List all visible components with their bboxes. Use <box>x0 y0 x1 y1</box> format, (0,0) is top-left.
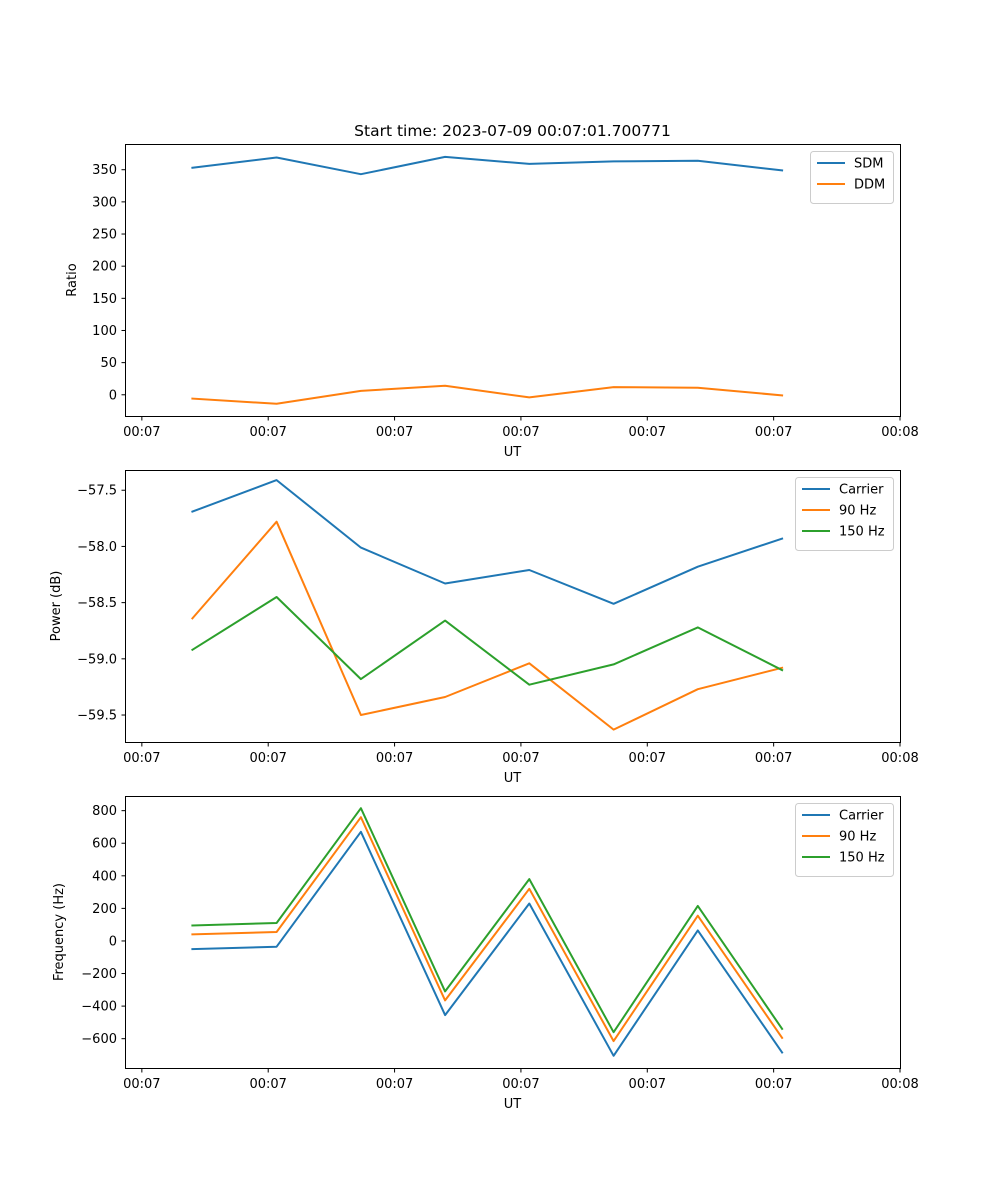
legend-box <box>795 477 894 551</box>
legend-label: DDM <box>854 178 885 193</box>
y-tick-label: 350 <box>92 163 117 178</box>
y-tick-label: −200 <box>81 967 117 982</box>
y-tick-label: 200 <box>92 260 117 275</box>
x-tick-label: 00:08 <box>881 425 918 440</box>
series-line-carrier <box>191 479 784 605</box>
series-line-90-hz <box>190 520 784 731</box>
y-tick-label: −600 <box>81 1032 117 1047</box>
legend: Carrier 90 Hz 150 Hz <box>795 477 894 551</box>
legend-label: SDM <box>854 157 883 172</box>
x-tick-label: 00:07 <box>629 425 666 440</box>
legend-label: Carrier <box>839 483 884 498</box>
x-tick-label: 00:07 <box>123 751 160 766</box>
subplot-2: 00:07 00:07 00:07 00:07 00:07 00:07 00:08 −59.5… <box>49 470 919 786</box>
legend: Carrier 90 Hz 150 Hz <box>795 803 894 877</box>
y-axis-label: Frequency (Hz) <box>52 883 67 981</box>
series-line-sdm <box>191 155 784 176</box>
x-tick-label: 00:07 <box>629 751 666 766</box>
x-tick-label: 00:07 <box>755 425 792 440</box>
x-tick-label: 00:07 <box>249 751 286 766</box>
y-tick-label: 100 <box>92 324 117 339</box>
axes-frame <box>125 470 901 743</box>
subplot-1: 00:07 00:07 00:07 00:07 00:07 00:07 00:08 0 50 10… <box>65 144 919 460</box>
y-tick-label: 0 <box>109 934 117 949</box>
y-tick-label: 300 <box>92 195 117 210</box>
x-tick-label: 00:07 <box>123 1077 160 1092</box>
x-tick-label: 00:07 <box>249 425 286 440</box>
legend-box <box>795 803 894 877</box>
y-tick-label: 150 <box>92 292 117 307</box>
legend-label: Carrier <box>839 809 884 824</box>
y-tick-label: 800 <box>92 804 117 819</box>
x-tick-label: 00:07 <box>376 1077 413 1092</box>
y-tick-label: −59.5 <box>77 709 117 724</box>
y-tick-label: 600 <box>92 837 117 852</box>
x-tick-label: 00:07 <box>502 1077 539 1092</box>
legend-label: 150 Hz <box>839 851 885 866</box>
legend-label: 90 Hz <box>839 504 876 519</box>
x-tick-label: 00:07 <box>502 425 539 440</box>
legend-label: 150 Hz <box>839 525 885 540</box>
axes-frame <box>125 144 901 417</box>
x-tick-label: 00:07 <box>755 1077 792 1092</box>
series-line-carrier <box>191 830 784 1057</box>
x-tick-label: 00:07 <box>249 1077 286 1092</box>
y-tick-label: 250 <box>92 228 117 243</box>
x-tick-label: 00:07 <box>502 751 539 766</box>
y-axis-label: Ratio <box>65 263 80 296</box>
y-tick-label: −59.0 <box>77 652 117 667</box>
y-tick-label: −58.0 <box>77 540 117 555</box>
subplot-3: 00:07 00:07 00:07 00:07 00:07 00:07 00:08 −600 −… <box>52 796 919 1112</box>
y-tick-label: 200 <box>92 902 117 917</box>
x-tick-label: 00:08 <box>881 1077 918 1092</box>
x-tick-label: 00:07 <box>376 425 413 440</box>
legend-label: 90 Hz <box>839 830 876 845</box>
x-tick-label: 00:08 <box>881 751 918 766</box>
x-tick-label: 00:07 <box>629 1077 666 1092</box>
y-tick-label: 0 <box>109 388 117 403</box>
series-line-ddm <box>191 384 784 405</box>
x-axis-label: UT <box>504 445 522 460</box>
series-line-150-hz <box>191 807 784 1034</box>
y-tick-label: −57.5 <box>77 484 117 499</box>
axes-frame <box>125 796 901 1069</box>
legend-box <box>810 151 894 204</box>
y-tick-label: −400 <box>81 1000 117 1015</box>
x-tick-label: 00:07 <box>376 751 413 766</box>
x-tick-label: 00:07 <box>755 751 792 766</box>
x-tick-label: 00:07 <box>123 425 160 440</box>
legend: SDM DDM <box>810 151 894 204</box>
y-tick-label: 400 <box>92 869 117 884</box>
x-axis-label: UT <box>504 1097 522 1112</box>
figure-title: Start time: 2023-07-09 00:07:01.700771 <box>354 122 671 140</box>
x-axis-label: UT <box>504 771 522 786</box>
y-tick-label: −58.5 <box>77 596 117 611</box>
subplots: 00:07 00:07 00:07 00:07 00:07 00:07 00:08 0 50 10… <box>49 144 919 1112</box>
series-line-150-hz <box>191 596 784 686</box>
series-line-90-hz <box>191 816 784 1043</box>
y-axis-label: Power (dB) <box>49 571 64 642</box>
y-tick-label: 50 <box>100 356 117 371</box>
